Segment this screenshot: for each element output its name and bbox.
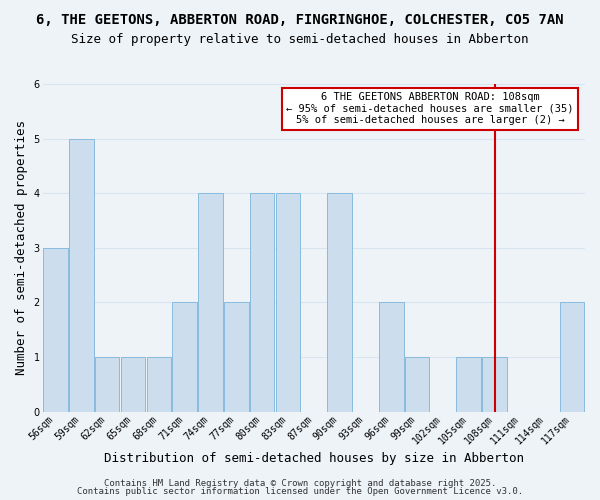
Bar: [121, 357, 145, 412]
Bar: [250, 193, 274, 412]
Text: Contains HM Land Registry data © Crown copyright and database right 2025.: Contains HM Land Registry data © Crown c…: [104, 478, 496, 488]
Text: Size of property relative to semi-detached houses in Abberton: Size of property relative to semi-detach…: [71, 32, 529, 46]
Bar: [95, 357, 119, 412]
Bar: [560, 302, 584, 412]
Text: Contains public sector information licensed under the Open Government Licence v3: Contains public sector information licen…: [77, 487, 523, 496]
Bar: [146, 357, 171, 412]
Bar: [43, 248, 68, 412]
Bar: [405, 357, 430, 412]
Bar: [224, 302, 248, 412]
X-axis label: Distribution of semi-detached houses by size in Abberton: Distribution of semi-detached houses by …: [104, 452, 524, 465]
Text: 6, THE GEETONS, ABBERTON ROAD, FINGRINGHOE, COLCHESTER, CO5 7AN: 6, THE GEETONS, ABBERTON ROAD, FINGRINGH…: [36, 12, 564, 26]
Bar: [198, 193, 223, 412]
Bar: [172, 302, 197, 412]
Bar: [379, 302, 404, 412]
Bar: [457, 357, 481, 412]
Bar: [69, 138, 94, 411]
Text: 6 THE GEETONS ABBERTON ROAD: 108sqm
← 95% of semi-detached houses are smaller (3: 6 THE GEETONS ABBERTON ROAD: 108sqm ← 95…: [286, 92, 574, 126]
Bar: [328, 193, 352, 412]
Bar: [275, 193, 300, 412]
Y-axis label: Number of semi-detached properties: Number of semi-detached properties: [15, 120, 28, 376]
Bar: [482, 357, 507, 412]
